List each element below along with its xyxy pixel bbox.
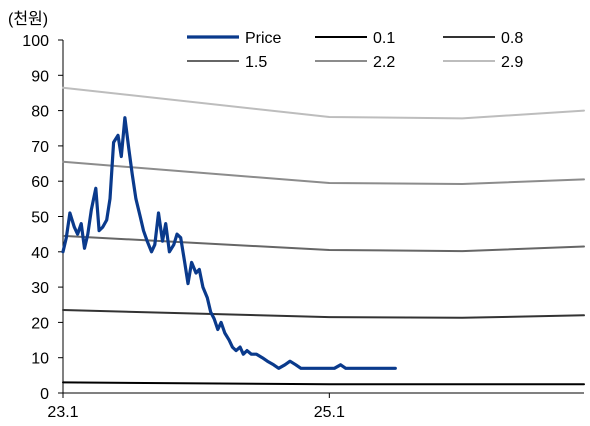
legend: Price 0.1 0.8 1.5 2.2 2.9 — [187, 30, 523, 71]
legend-label: 1.5 — [245, 54, 267, 71]
series-line-2-2 — [62, 160, 585, 185]
axes: 0 10 20 30 40 50 60 70 80 90 100 23.1 25.1 — [22, 33, 584, 421]
series-line-Price — [61, 116, 397, 370]
x-tick-label: 25.1 — [314, 404, 345, 421]
y-tick-label: 80 — [31, 104, 49, 121]
y-tick-label: 0 — [40, 386, 49, 403]
y-tick-label: 40 — [31, 245, 49, 262]
y-tick-label: 70 — [31, 139, 49, 156]
y-unit-label: (천원) — [8, 10, 48, 28]
series-line-1-5 — [62, 234, 585, 253]
legend-label: 2.9 — [501, 54, 523, 71]
y-tick-label: 90 — [31, 68, 49, 85]
series-line-0-1 — [62, 381, 585, 386]
series-line-2-9 — [62, 86, 585, 120]
x-tick-label: 23.1 — [47, 404, 78, 421]
y-tick-label: 10 — [31, 351, 49, 368]
y-tick-label: 20 — [31, 315, 49, 332]
legend-label: Price — [245, 30, 282, 47]
y-tick-label: 60 — [31, 174, 49, 191]
series-lines — [61, 86, 585, 386]
legend-label: 0.1 — [373, 30, 395, 47]
y-tick-label: 50 — [31, 210, 49, 227]
legend-label: 2.2 — [373, 54, 395, 71]
y-tick-label: 30 — [31, 280, 49, 297]
legend-label: 0.8 — [501, 30, 523, 47]
series-line-0-8 — [62, 309, 585, 319]
y-tick-label: 100 — [22, 33, 49, 50]
